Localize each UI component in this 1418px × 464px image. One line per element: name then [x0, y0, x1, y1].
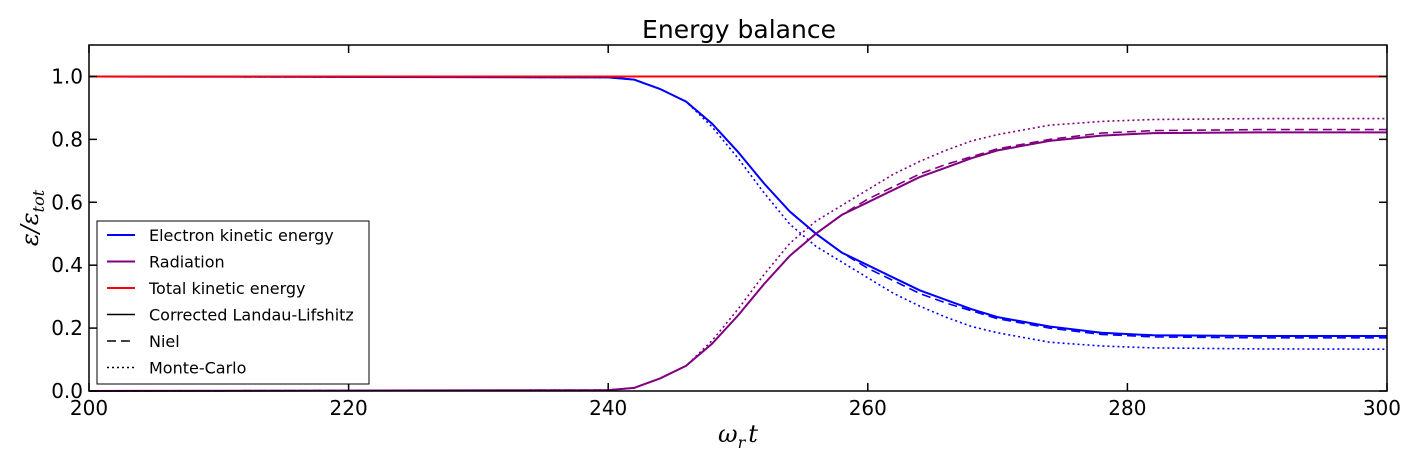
tick-labels: 200 220 240 260 280 300 0.0 0.2 0.4 0.6 0.8 1.0	[51, 64, 1401, 420]
x-tick-label: 300	[1363, 396, 1401, 420]
legend-label: Monte-Carlo	[149, 359, 246, 378]
x-tick-label: 280	[1108, 396, 1146, 420]
plot-lines	[88, 75, 1388, 392]
y-tick-label: 0.0	[51, 379, 83, 403]
series-line-electron-kinetic-energy-corrected-landau-lifshitz	[88, 75, 1387, 337]
x-tick-label: 260	[849, 396, 887, 420]
axis-ticks	[88, 45, 1388, 392]
chart-title: Energy balance	[642, 15, 836, 44]
series-line-electron-kinetic-energy-niel	[88, 75, 1387, 339]
y-tick-label: 0.2	[51, 316, 83, 340]
series-line-radiation-niel	[88, 128, 1387, 392]
y-axis-label: ε/εtot	[16, 189, 48, 246]
x-tick-label: 200	[70, 396, 108, 420]
legend-label: Total kinetic energy	[148, 279, 306, 298]
legend-label: Niel	[149, 332, 180, 351]
y-tick-label: 0.8	[51, 127, 83, 151]
y-tick-label: 0.6	[51, 190, 83, 214]
legend-label: Corrected Landau-Lifshitz	[149, 306, 354, 325]
x-tick-label: 220	[330, 396, 368, 420]
x-tick-label: 240	[589, 396, 627, 420]
legend-label: Radiation	[149, 253, 225, 272]
y-tick-label: 1.0	[51, 64, 83, 88]
y-tick-label: 0.4	[51, 253, 83, 277]
plot-frame	[88, 44, 1388, 392]
series-line-radiation-corrected-landau-lifshitz	[88, 131, 1387, 392]
legend: Electron kinetic energy Radiation Total ki…	[96, 220, 370, 385]
legend-label: Electron kinetic energy	[149, 226, 334, 245]
legend-box	[96, 220, 370, 385]
x-axis-label: ωr t	[718, 420, 758, 452]
